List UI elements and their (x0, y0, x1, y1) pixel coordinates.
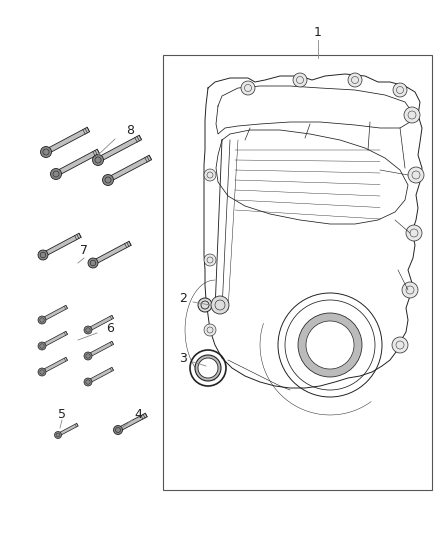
Circle shape (393, 83, 407, 97)
Circle shape (204, 254, 216, 266)
Polygon shape (97, 135, 141, 162)
Text: 8: 8 (126, 125, 134, 138)
Polygon shape (107, 155, 152, 182)
Bar (163, 55, 432, 490)
Text: 5: 5 (58, 408, 66, 421)
Circle shape (241, 81, 255, 95)
Circle shape (92, 155, 103, 166)
Circle shape (102, 174, 113, 185)
Circle shape (204, 169, 216, 181)
Circle shape (84, 352, 92, 360)
Polygon shape (87, 367, 113, 384)
Polygon shape (41, 332, 67, 348)
Polygon shape (42, 233, 81, 257)
Circle shape (408, 167, 424, 183)
Circle shape (392, 337, 408, 353)
Polygon shape (87, 316, 113, 332)
Circle shape (204, 324, 216, 336)
Text: 7: 7 (80, 245, 88, 257)
Text: 2: 2 (179, 292, 187, 304)
Circle shape (402, 282, 418, 298)
Circle shape (38, 342, 46, 350)
Circle shape (88, 258, 98, 268)
Polygon shape (92, 241, 131, 265)
Circle shape (38, 316, 46, 324)
Polygon shape (41, 357, 67, 374)
Circle shape (404, 107, 420, 123)
Circle shape (306, 321, 354, 369)
Polygon shape (57, 423, 78, 437)
Polygon shape (45, 127, 89, 154)
Polygon shape (55, 149, 99, 176)
Text: 1: 1 (314, 26, 322, 38)
Circle shape (198, 298, 212, 312)
Circle shape (84, 378, 92, 386)
Circle shape (113, 425, 123, 434)
Polygon shape (41, 305, 67, 321)
Circle shape (211, 296, 229, 314)
Text: 6: 6 (106, 321, 114, 335)
Circle shape (293, 73, 307, 87)
Polygon shape (117, 413, 147, 432)
Circle shape (198, 358, 218, 378)
Circle shape (38, 368, 46, 376)
Circle shape (38, 250, 48, 260)
Circle shape (195, 355, 221, 381)
Polygon shape (87, 341, 113, 358)
Circle shape (54, 432, 61, 439)
Circle shape (40, 147, 52, 157)
Text: 3: 3 (179, 351, 187, 365)
Circle shape (348, 73, 362, 87)
Circle shape (84, 326, 92, 334)
Circle shape (298, 313, 362, 377)
Text: 4: 4 (134, 408, 142, 421)
Circle shape (50, 168, 61, 180)
Circle shape (406, 225, 422, 241)
